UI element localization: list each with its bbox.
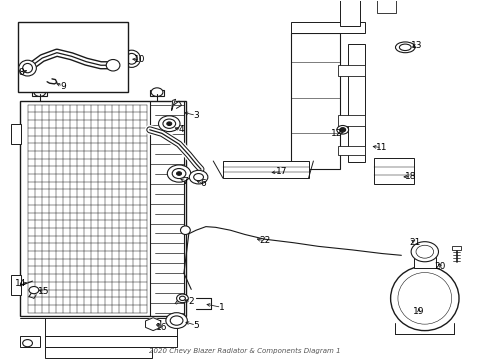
Bar <box>377 0 396 13</box>
Ellipse shape <box>391 266 459 330</box>
Circle shape <box>34 88 46 96</box>
Text: 7: 7 <box>182 176 188 185</box>
Bar <box>45 336 176 347</box>
Text: 6: 6 <box>200 179 206 188</box>
Bar <box>338 116 365 126</box>
Text: 19: 19 <box>413 307 425 316</box>
Circle shape <box>340 128 345 132</box>
Bar <box>399 44 406 51</box>
Polygon shape <box>146 318 161 330</box>
Bar <box>414 257 436 268</box>
Circle shape <box>163 119 175 129</box>
Circle shape <box>194 174 203 181</box>
Bar <box>11 125 21 144</box>
Bar <box>20 101 186 316</box>
Circle shape <box>179 296 185 301</box>
Text: 8: 8 <box>18 68 24 77</box>
Bar <box>45 347 152 357</box>
Circle shape <box>159 116 180 132</box>
Bar <box>223 161 309 178</box>
Circle shape <box>176 294 188 303</box>
Text: 4: 4 <box>179 125 184 134</box>
Text: 18: 18 <box>405 172 417 181</box>
Bar <box>20 336 40 347</box>
Ellipse shape <box>123 50 141 67</box>
Circle shape <box>167 165 191 182</box>
Text: 5: 5 <box>193 321 199 330</box>
Bar <box>32 90 47 96</box>
Bar <box>338 146 365 155</box>
Circle shape <box>151 88 163 96</box>
Circle shape <box>337 126 348 134</box>
Circle shape <box>23 339 32 347</box>
Circle shape <box>29 287 39 294</box>
Text: 2020 Chevy Blazer Radiator & Components Diagram 1: 2020 Chevy Blazer Radiator & Components … <box>149 348 341 354</box>
Bar <box>452 246 461 250</box>
Text: 14: 14 <box>15 279 26 288</box>
Circle shape <box>166 313 187 328</box>
Circle shape <box>170 316 183 325</box>
Bar <box>340 0 360 26</box>
Text: 16: 16 <box>156 323 168 332</box>
Text: 12: 12 <box>331 129 343 138</box>
Ellipse shape <box>126 53 137 64</box>
Circle shape <box>189 170 208 184</box>
Text: 21: 21 <box>409 238 421 247</box>
Circle shape <box>176 172 181 175</box>
Circle shape <box>172 168 186 179</box>
Text: 15: 15 <box>38 287 49 296</box>
Ellipse shape <box>106 59 120 71</box>
Text: 17: 17 <box>276 167 288 176</box>
Bar <box>292 22 365 33</box>
Text: 20: 20 <box>435 262 446 271</box>
Text: 2: 2 <box>189 297 194 306</box>
Text: 3: 3 <box>193 111 199 120</box>
Circle shape <box>416 245 434 258</box>
Bar <box>11 275 21 295</box>
Text: 13: 13 <box>411 41 423 50</box>
Circle shape <box>411 242 439 262</box>
Text: 11: 11 <box>376 143 388 152</box>
Bar <box>292 33 340 169</box>
Polygon shape <box>172 99 175 110</box>
Text: 10: 10 <box>134 55 146 64</box>
Ellipse shape <box>19 60 36 76</box>
Bar <box>150 90 164 96</box>
Circle shape <box>167 122 172 126</box>
Bar <box>338 65 365 76</box>
Ellipse shape <box>399 44 411 50</box>
Ellipse shape <box>23 63 32 73</box>
Bar <box>374 158 414 184</box>
Ellipse shape <box>180 226 190 234</box>
Ellipse shape <box>395 42 415 53</box>
Bar <box>18 22 128 92</box>
Text: 22: 22 <box>259 237 270 246</box>
Bar <box>347 44 365 162</box>
Text: 9: 9 <box>60 82 66 91</box>
Text: 1: 1 <box>219 303 224 312</box>
